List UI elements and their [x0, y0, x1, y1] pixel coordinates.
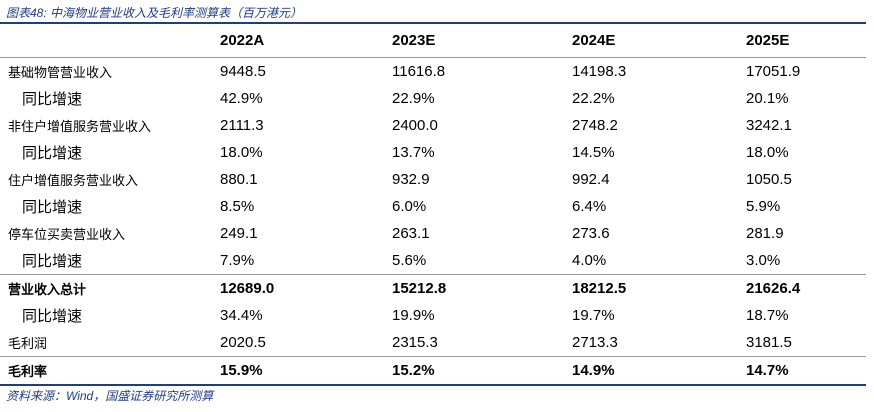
row-label: 营业收入总计: [0, 274, 220, 302]
cell: 3.0%: [746, 252, 781, 269]
row-label: 毛利率: [0, 356, 220, 385]
cell: 12689.0: [220, 274, 392, 302]
cell: 263.1: [392, 225, 430, 242]
column-header: 2023E: [392, 23, 572, 58]
column-header: 2025E: [746, 23, 866, 58]
cell: 15212.8: [392, 274, 572, 302]
row-label: 毛利润: [8, 336, 48, 351]
cell: 20.1%: [746, 90, 789, 107]
cell: 18.0%: [220, 144, 263, 161]
row-label: 同比增速: [22, 308, 83, 325]
cell: 15.2%: [392, 356, 572, 385]
cell: 4.0%: [572, 252, 607, 269]
table-title: 图表48: 中海物业营业收入及毛利率测算表（百万港元）: [6, 6, 303, 20]
table-row: 停车位买卖营业收入 249.1 263.1 273.6 281.9: [0, 220, 866, 247]
cell: 2111.3: [220, 117, 264, 134]
cell: 9448.5: [220, 63, 266, 80]
cell: 249.1: [220, 225, 258, 242]
cell: 880.1: [220, 171, 258, 188]
cell: 19.9%: [392, 307, 435, 324]
cell: 17051.9: [746, 63, 801, 80]
row-label: 非住户增值服务营业收入: [8, 119, 152, 134]
cell: 18.0%: [746, 144, 789, 161]
cell: 34.4%: [220, 307, 263, 324]
source-note: 资料来源：Wind，国盛证券研究所测算: [6, 389, 214, 403]
row-label: 停车位买卖营业收入: [8, 227, 126, 242]
cell: 281.9: [746, 225, 784, 242]
row-label: 住户增值服务营业收入: [8, 173, 139, 188]
table-row: 同比增速 8.5% 6.0% 6.4% 5.9%: [0, 193, 866, 220]
cell: 2748.2: [572, 117, 618, 134]
cell: 273.6: [572, 225, 610, 242]
cell: 15.9%: [220, 356, 392, 385]
cell: 42.9%: [220, 90, 263, 107]
cell: 18.7%: [746, 307, 789, 324]
cell: 22.2%: [572, 90, 615, 107]
cell: 2020.5: [220, 334, 266, 351]
table: 2022A 2023E 2024E 2025E 基础物管营业收入 9448.5 11616…: [0, 22, 866, 386]
cell: 14.5%: [572, 144, 615, 161]
row-label: 同比增速: [22, 91, 83, 108]
table-row: 同比增速 18.0% 13.7% 14.5% 18.0%: [0, 139, 866, 166]
header-row: 2022A 2023E 2024E 2025E: [0, 23, 866, 58]
cell: 2400.0: [392, 117, 438, 134]
cell: 14.7%: [746, 356, 866, 385]
cell: 7.9%: [220, 252, 255, 269]
table-row: 毛利润 2020.5 2315.3 2713.3 3181.5: [0, 329, 866, 357]
column-header: [0, 23, 220, 58]
cell: 932.9: [392, 171, 430, 188]
row-label: 同比增速: [22, 199, 83, 216]
row-label: 基础物管营业收入: [8, 65, 113, 80]
table-row: 同比增速 42.9% 22.9% 22.2% 20.1%: [0, 85, 866, 112]
table-row: 非住户增值服务营业收入 2111.3 2400.0 2748.2 3242.1: [0, 112, 866, 139]
cell: 18212.5: [572, 274, 746, 302]
column-header: 2024E: [572, 23, 746, 58]
cell: 5.6%: [392, 252, 427, 269]
cell: 992.4: [572, 171, 610, 188]
column-header: 2022A: [220, 23, 392, 58]
cell: 21626.4: [746, 274, 866, 302]
table-row: 毛利率 15.9% 15.2% 14.9% 14.7%: [0, 356, 866, 385]
cell: 22.9%: [392, 90, 435, 107]
cell: 13.7%: [392, 144, 435, 161]
cell: 1050.5: [746, 171, 792, 188]
cell: 14.9%: [572, 356, 746, 385]
row-label: 同比增速: [22, 145, 83, 162]
cell: 19.7%: [572, 307, 615, 324]
table-row: 营业收入总计 12689.0 15212.8 18212.5 21626.4: [0, 274, 866, 302]
row-label: 同比增速: [22, 253, 83, 270]
table-row: 同比增速 7.9% 5.6% 4.0% 3.0%: [0, 247, 866, 275]
cell: 14198.3: [572, 63, 627, 80]
table-row: 基础物管营业收入 9448.5 11616.8 14198.3 17051.9: [0, 58, 866, 86]
cell: 2315.3: [392, 334, 438, 351]
cell: 11616.8: [392, 63, 446, 80]
table-body: 基础物管营业收入 9448.5 11616.8 14198.3 17051.9 同比增速 4…: [0, 58, 866, 385]
table-row: 住户增值服务营业收入 880.1 932.9 992.4 1050.5: [0, 166, 866, 193]
table-row: 同比增速 34.4% 19.9% 19.7% 18.7%: [0, 302, 866, 329]
cell: 6.4%: [572, 198, 607, 215]
cell: 5.9%: [746, 198, 781, 215]
cell: 3242.1: [746, 117, 792, 134]
cell: 2713.3: [572, 334, 618, 351]
cell: 3181.5: [746, 334, 792, 351]
cell: 6.0%: [392, 198, 427, 215]
cell: 8.5%: [220, 198, 255, 215]
